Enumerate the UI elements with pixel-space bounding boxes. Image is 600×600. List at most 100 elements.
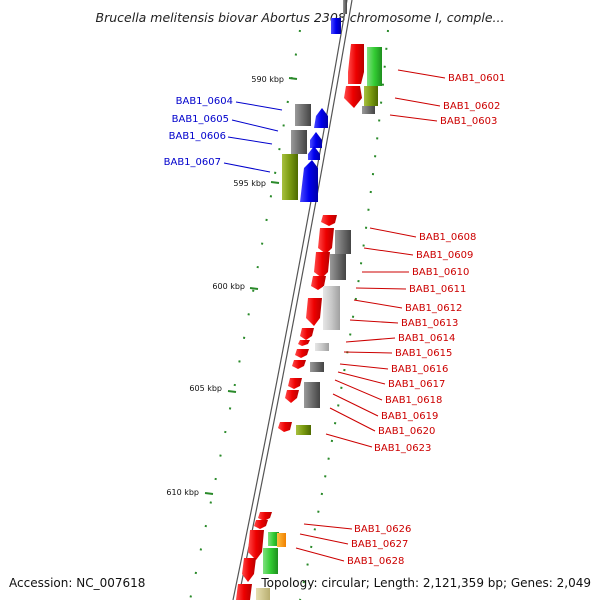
topology-label: Topology: circular; Length: 2,121,359 bp… [261,576,591,590]
gene-box-bab1-0628-green[interactable] [263,548,278,574]
gene-box-bab1-0609-gray[interactable] [335,230,351,254]
gene-box-bab1-0601-green[interactable] [367,47,382,86]
gene-arrow-bab1-0626a[interactable] [258,512,272,521]
gene-box-bab1-0618-gray[interactable] [304,382,320,408]
gene-arrow-bab1-0612[interactable] [306,298,322,326]
scale-label-610: 610 kbp [166,488,199,497]
gene-label-bab1-0615[interactable]: BAB1_0615 [395,348,452,359]
scale-ticks: 590 kbp 595 kbp 600 kbp 605 kbp 610 kbp [166,75,298,497]
gene-label-bab1-0627[interactable]: BAB1_0627 [351,539,408,550]
gene-box-bab1-0607-olive[interactable] [282,154,298,200]
gene-arrow-bab1-0614a[interactable] [300,328,314,340]
gene-label-bab1-0610[interactable]: BAB1_0610 [412,267,469,278]
leader-bab1-0603 [389,114,438,122]
gene-label-bab1-0608[interactable]: BAB1_0608 [419,232,476,243]
gene-label-bab1-0616[interactable]: BAB1_0616 [391,364,448,375]
gene-label-bab1-0606[interactable]: BAB1_0606 [169,131,226,142]
gene-box-bab1-0612-light[interactable] [323,286,340,330]
gene-box-bab1-0602-olive[interactable] [364,86,378,106]
gene-box-bab1-0616-gray[interactable] [310,362,324,372]
gene-label-bab1-0623[interactable]: BAB1_0623 [374,443,431,454]
leader-bab1-0627 [299,533,349,545]
gene-arrow-bab1-0614b[interactable] [298,340,310,346]
gene-label-bab1-0605[interactable]: BAB1_0605 [172,114,229,125]
leader-bab1-0614 [345,337,396,343]
gene-arrow-bab1-0618[interactable] [285,390,299,403]
gene-label-bab1-0617[interactable]: BAB1_0617 [388,379,445,390]
gene-arrow-bab1-0601[interactable] [348,44,364,84]
leader-bab1-0620 [329,407,376,432]
gene-label-bab1-0612[interactable]: BAB1_0612 [405,303,462,314]
gene-box-bab1-0620-olive[interactable] [296,425,311,435]
gene-label-bab1-0601[interactable]: BAB1_0601 [448,73,505,84]
gene-label-bab1-0613[interactable]: BAB1_0613 [401,318,458,329]
gene-arrow-bab1-0606[interactable] [308,146,320,160]
gene-label-bab1-0609[interactable]: BAB1_0609 [416,250,473,261]
gene-box-bab1-0627-orange[interactable] [277,533,286,547]
scale-label-605: 605 kbp [189,384,222,393]
gene-box-bottom-khaki[interactable] [256,588,270,600]
gene-box-bab1-0627-green[interactable] [268,532,279,546]
map-title: Brucella melitensis biovar Abortus 2308 … [95,10,505,25]
gene-box-bab1-0605-gray[interactable] [291,130,307,154]
gene-group-0608-0623 [278,215,351,435]
gene-arrow-bab1-0615[interactable] [295,349,309,358]
scale-label-590: 590 kbp [251,75,284,84]
gene-label-bab1-0618[interactable]: BAB1_0618 [385,395,442,406]
right-gene-labels: BAB1_0601 BAB1_0602 BAB1_0603 BAB1_0608 … [295,69,505,567]
gene-label-bab1-0603[interactable]: BAB1_0603 [440,116,497,127]
gene-label-bab1-0628[interactable]: BAB1_0628 [347,556,404,567]
leader-bab1-0623 [325,433,373,448]
gene-arrow-bab1-0611[interactable] [311,276,326,290]
gene-label-bab1-0602[interactable]: BAB1_0602 [443,101,500,112]
scale-tick-595 [270,181,280,184]
gene-arrow-bab1-0608[interactable] [321,215,337,226]
leader-bab1-0619 [332,393,379,417]
gene-box-bab1-0604-gray[interactable] [295,104,311,126]
gene-label-bab1-0611[interactable]: BAB1_0611 [409,284,466,295]
gene-arrow-bab1-0604[interactable] [314,108,328,128]
gene-arrow-bottom[interactable] [236,584,252,600]
scale-tick-600 [249,287,259,290]
gene-feature-top-gray[interactable] [343,0,347,14]
leader-bab1-0616 [339,363,389,370]
gene-arrow-bab1-0602[interactable] [344,86,362,108]
gene-box-bab1-0610-gray[interactable] [330,254,346,280]
gene-box-bab1-0614-light[interactable] [315,343,329,351]
leader-bab1-0626 [303,523,353,530]
gene-label-bab1-0614[interactable]: BAB1_0614 [398,333,455,344]
leader-bab1-0615 [343,351,393,354]
gene-label-bab1-0604[interactable]: BAB1_0604 [176,96,233,107]
gene-arrow-bab1-0617[interactable] [288,378,302,389]
gene-arrow-bab1-0609[interactable] [318,228,334,254]
gene-group-0626-0628 [236,512,286,600]
leader-bab1-0613 [349,319,399,324]
gene-label-bab1-0626[interactable]: BAB1_0626 [354,524,411,535]
gene-arrow-bab1-0626b[interactable] [254,520,268,529]
gene-arrow-bab1-0605[interactable] [310,132,322,148]
gene-label-bab1-0619[interactable]: BAB1_0619 [381,411,438,422]
gene-arrow-bab1-0616[interactable] [292,360,306,369]
gene-label-bab1-0607[interactable]: BAB1_0607 [164,157,221,168]
leader-bab1-0628 [295,547,345,562]
scale-tick-590 [288,77,298,80]
gene-label-bab1-0620[interactable]: BAB1_0620 [378,426,435,437]
leader-bab1-0604 [235,101,283,111]
gene-arrow-bab1-0607[interactable] [300,160,318,202]
left-gene-labels: BAB1_0604 BAB1_0605 BAB1_0606 BAB1_0607 [164,96,283,173]
leader-bab1-0608 [369,227,417,238]
gene-box-bab1-0603-gray[interactable] [362,106,375,114]
gene-arrow-bab1-0627[interactable] [248,530,264,560]
leader-bab1-0618 [334,379,383,401]
scale-tick-605 [227,390,237,393]
gene-arrow-bab1-0610[interactable] [314,252,330,278]
gene-feature-top-blue[interactable] [331,18,341,34]
chromosome-backbone-inner [232,0,348,600]
accession-label: Accession: NC_007618 [9,576,146,590]
leader-bab1-0609 [363,247,414,256]
gene-arrow-bab1-0620[interactable] [278,422,292,432]
scale-label-600: 600 kbp [212,282,245,291]
gene-arrow-bab1-0628[interactable] [242,558,256,582]
